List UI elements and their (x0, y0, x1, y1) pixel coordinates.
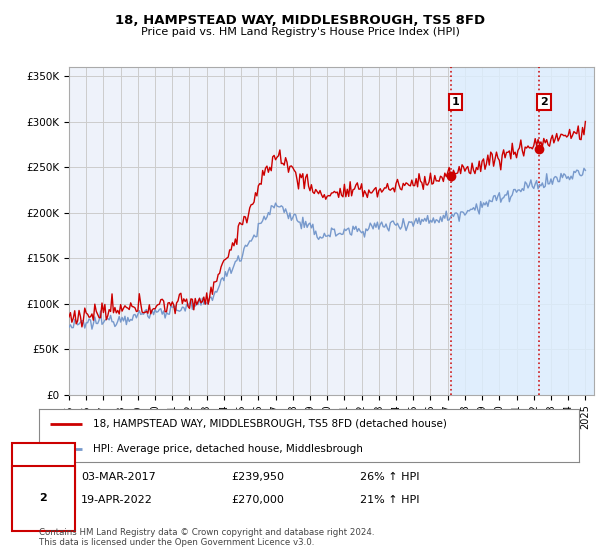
Text: Price paid vs. HM Land Registry's House Price Index (HPI): Price paid vs. HM Land Registry's House … (140, 27, 460, 37)
Text: 2: 2 (40, 493, 47, 503)
Text: HPI: Average price, detached house, Middlesbrough: HPI: Average price, detached house, Midd… (93, 444, 363, 454)
Text: 1: 1 (452, 97, 460, 107)
Text: 2: 2 (540, 97, 548, 107)
Text: 18, HAMPSTEAD WAY, MIDDLESBROUGH, TS5 8FD (detached house): 18, HAMPSTEAD WAY, MIDDLESBROUGH, TS5 8F… (93, 419, 447, 429)
Text: £239,950: £239,950 (231, 472, 284, 482)
Text: Contains HM Land Registry data © Crown copyright and database right 2024.
This d: Contains HM Land Registry data © Crown c… (39, 528, 374, 547)
Bar (451, 67, 594, 395)
Text: 19-APR-2022: 19-APR-2022 (81, 494, 153, 505)
Text: 18, HAMPSTEAD WAY, MIDDLESBROUGH, TS5 8FD: 18, HAMPSTEAD WAY, MIDDLESBROUGH, TS5 8F… (115, 14, 485, 27)
Text: 03-MAR-2017: 03-MAR-2017 (81, 472, 156, 482)
Text: 26% ↑ HPI: 26% ↑ HPI (360, 472, 419, 482)
Text: 21% ↑ HPI: 21% ↑ HPI (360, 494, 419, 505)
Text: £270,000: £270,000 (231, 494, 284, 505)
Text: 1: 1 (40, 471, 47, 481)
